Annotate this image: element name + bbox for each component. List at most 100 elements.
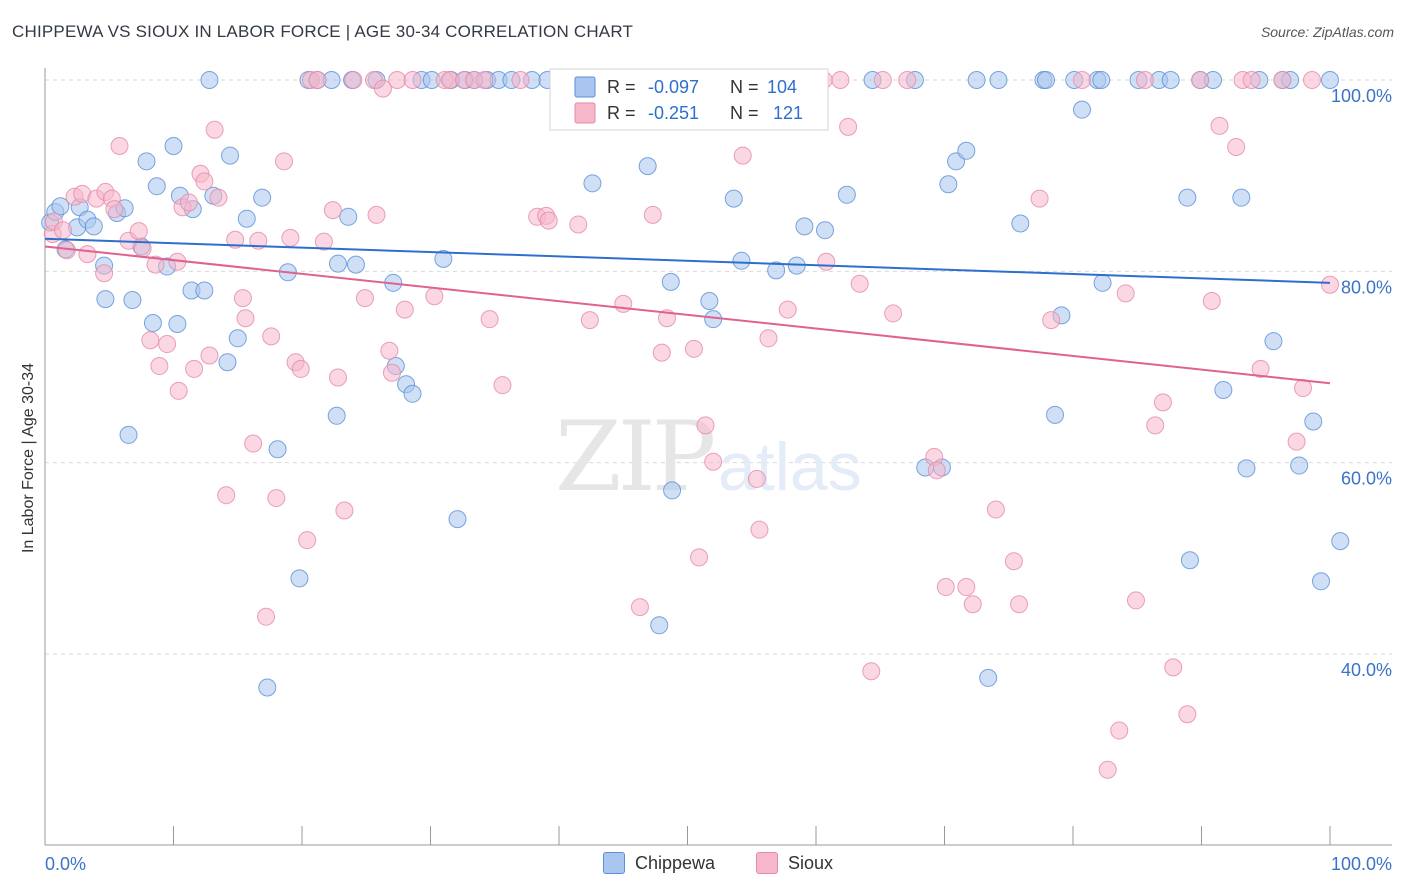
legend-bottom: Chippewa Sioux [0, 852, 1406, 878]
sioux-point [1303, 71, 1322, 89]
chippewa-point [346, 255, 365, 274]
chippewa-point [168, 314, 187, 333]
sioux-point [344, 71, 363, 89]
chippewa-point [1331, 532, 1350, 551]
sioux-point [314, 232, 333, 251]
sioux-point [539, 211, 558, 230]
chippewa-point [448, 510, 467, 529]
sioux-point [873, 71, 892, 89]
chippewa-point [939, 175, 958, 194]
sioux-point [233, 289, 252, 308]
sioux-point [308, 71, 327, 89]
sioux-point [511, 71, 530, 89]
watermark-zip: ZIP [555, 401, 714, 513]
legend-sioux-r-label: R = [607, 103, 636, 123]
legend-chippewa-r-label: R = [607, 77, 636, 97]
sioux-point [1042, 311, 1061, 330]
y-tick-label: 80.0% [1341, 277, 1392, 297]
sioux-point [169, 381, 188, 400]
sioux-point [690, 548, 709, 567]
sioux-point [205, 120, 224, 139]
chippewa-point [638, 157, 657, 176]
sioux-point [1202, 291, 1221, 310]
chippewa-point [1237, 459, 1256, 478]
sioux-point [986, 500, 1005, 519]
sioux-point [425, 287, 444, 306]
chippewa-point [1304, 412, 1323, 431]
chippewa-point [767, 261, 786, 280]
chippewa-point [143, 313, 162, 332]
sioux-point [898, 71, 917, 89]
x-tick-label: 0.0% [45, 854, 86, 874]
sioux-point [403, 71, 422, 89]
sioux-point [367, 205, 386, 224]
x-tick-label: 100.0% [1331, 854, 1392, 874]
sioux-point [643, 205, 662, 224]
chippewa-point [979, 668, 998, 687]
chippewa-point [1180, 551, 1199, 570]
sioux-point [323, 201, 342, 220]
chippewa-point [327, 406, 346, 425]
chippewa-point [795, 217, 814, 236]
sioux-point [1321, 275, 1339, 294]
chippewa-point [268, 440, 287, 459]
chippewa-point [290, 569, 309, 588]
sioux-point [236, 309, 255, 328]
sioux-point [1116, 284, 1135, 303]
sioux-point [614, 294, 633, 313]
sioux-point [209, 188, 228, 207]
sioux-point [704, 452, 723, 471]
sioux-point [150, 357, 169, 376]
legend-chippewa-n-label: N = [730, 77, 759, 97]
legend-bottom-chippewa: Chippewa [603, 852, 715, 874]
sioux-point [778, 300, 797, 319]
sioux-point [217, 486, 236, 505]
sioux-point [158, 335, 177, 354]
chippewa-point [1037, 71, 1056, 89]
sioux-point [684, 339, 703, 358]
sioux-point [141, 331, 160, 350]
legend-chippewa-n-value: 104 [767, 77, 797, 97]
sioux-point [1110, 721, 1129, 740]
chippewa-point [1312, 572, 1331, 591]
chippewa-point [732, 251, 751, 270]
sioux-point [733, 146, 752, 165]
sioux-point [652, 343, 671, 362]
chippewa-point [258, 678, 277, 697]
sioux-point [1191, 71, 1210, 89]
chippewa-point [237, 209, 256, 228]
sioux-point [480, 310, 499, 329]
sioux-point [129, 222, 148, 241]
chippewa-point [200, 71, 219, 89]
chippewa-point [815, 221, 834, 240]
sioux-point [185, 359, 204, 378]
points-layer [41, 71, 1350, 779]
y-axis-label: In Labor Force | Age 30-34 [20, 363, 37, 553]
sioux-point [105, 200, 124, 219]
sioux-point [1178, 705, 1197, 724]
sioux-point [298, 531, 317, 550]
chippewa-point [1046, 405, 1065, 424]
sioux-point [267, 489, 286, 508]
chippewa-point [700, 291, 719, 310]
sioux-point [839, 117, 858, 136]
sioux-point [817, 252, 836, 271]
sioux-point [1287, 432, 1306, 451]
legend-sioux-n-label: N = [730, 103, 759, 123]
chippewa-point [837, 185, 856, 204]
chippewa-point [1161, 71, 1180, 89]
sioux-swatch [756, 852, 778, 874]
sioux-trend-line [44, 245, 1331, 385]
chippewa-point [403, 384, 422, 403]
sioux-point [1098, 760, 1117, 779]
chippewa-point [989, 71, 1008, 89]
sioux-point [1273, 71, 1292, 89]
chippewa-point [84, 217, 103, 236]
sioux-point [927, 461, 946, 480]
legend-sioux-r-value: -0.251 [648, 103, 699, 123]
chippewa-point [957, 141, 976, 160]
watermark-atlas: atlas [718, 429, 862, 505]
sioux-point [957, 578, 976, 597]
sioux-point [884, 304, 903, 323]
sioux-point [580, 311, 599, 330]
